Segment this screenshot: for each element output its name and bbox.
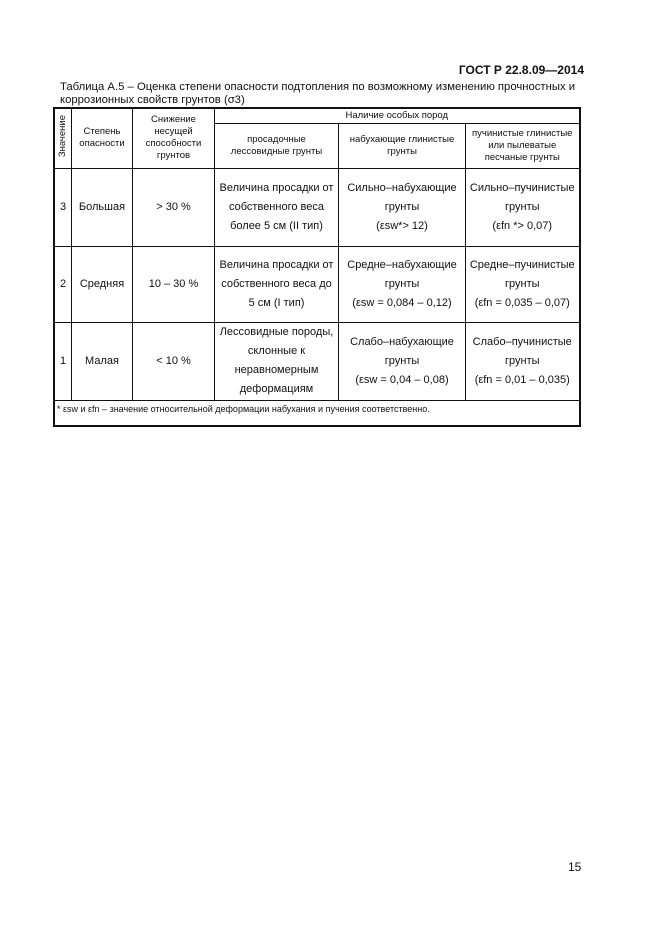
page-number: 15 — [568, 860, 582, 874]
cell-degree: Малая — [71, 321, 133, 401]
cell-value: 2 — [53, 245, 72, 323]
header-degree: Степень опасности — [71, 107, 133, 169]
header-value: Значение — [53, 107, 72, 169]
table-row: 2 Средняя 10 – 30 % Величина просадки от… — [53, 245, 580, 323]
cell-c: Слабо–пучинистые грунты (εfn = 0,01 – 0,0… — [465, 321, 580, 401]
cell-reduction: 10 – 30 % — [132, 245, 215, 323]
cell-degree: Большая — [71, 167, 133, 247]
cell-c: Средне–пучинистые грунты (εfn = 0,035 – 0… — [465, 245, 580, 323]
cell-a: Величина просадки от собственного веса д… — [214, 245, 339, 323]
cell-value: 1 — [53, 321, 72, 401]
table-row: 1 Малая < 10 % Лессовидные породы, склон… — [53, 321, 580, 401]
header-reduction: Снижение несущей способности грунтов — [132, 107, 215, 169]
cell-a: Лессовидные породы, склонные к неравноме… — [214, 321, 339, 401]
cell-c: Сильно–пучинистые грунты (εfn *> 0,07) — [465, 167, 580, 247]
header-col-a: просадочные лессовидные грунты — [214, 122, 339, 169]
cell-b: Средне–набухающие грунты (εsw = 0,084 – 0… — [338, 245, 466, 323]
header-special: Наличие особых пород — [214, 107, 580, 124]
hazard-table: Значение Степень опасности Снижение несу… — [53, 107, 581, 427]
standard-number: ГОСТ Р 22.8.09—2014 — [458, 63, 584, 77]
cell-b: Слабо–набухающие грунты (εsw = 0,04 – 0,0… — [338, 321, 466, 401]
cell-reduction: > 30 % — [132, 167, 215, 247]
cell-value: 3 — [53, 167, 72, 247]
cell-a: Величина просадки от собственного веса б… — [214, 167, 339, 247]
table-caption: Таблица А.5 – Оценка степени опасности п… — [60, 81, 576, 106]
table-footnote: * εsw и εfn – значение относительной деф… — [53, 399, 580, 426]
header-col-c: пучинистые глинистые или пылеватые песча… — [465, 122, 580, 169]
cell-degree: Средняя — [71, 245, 133, 323]
cell-reduction: < 10 % — [132, 321, 215, 401]
table-row: 3 Большая > 30 % Величина просадки от со… — [53, 167, 580, 247]
cell-b: Сильно–набухающие грунты (εsw*> 12) — [338, 167, 466, 247]
header-col-b: набухающие глинистые грунты — [338, 122, 466, 169]
